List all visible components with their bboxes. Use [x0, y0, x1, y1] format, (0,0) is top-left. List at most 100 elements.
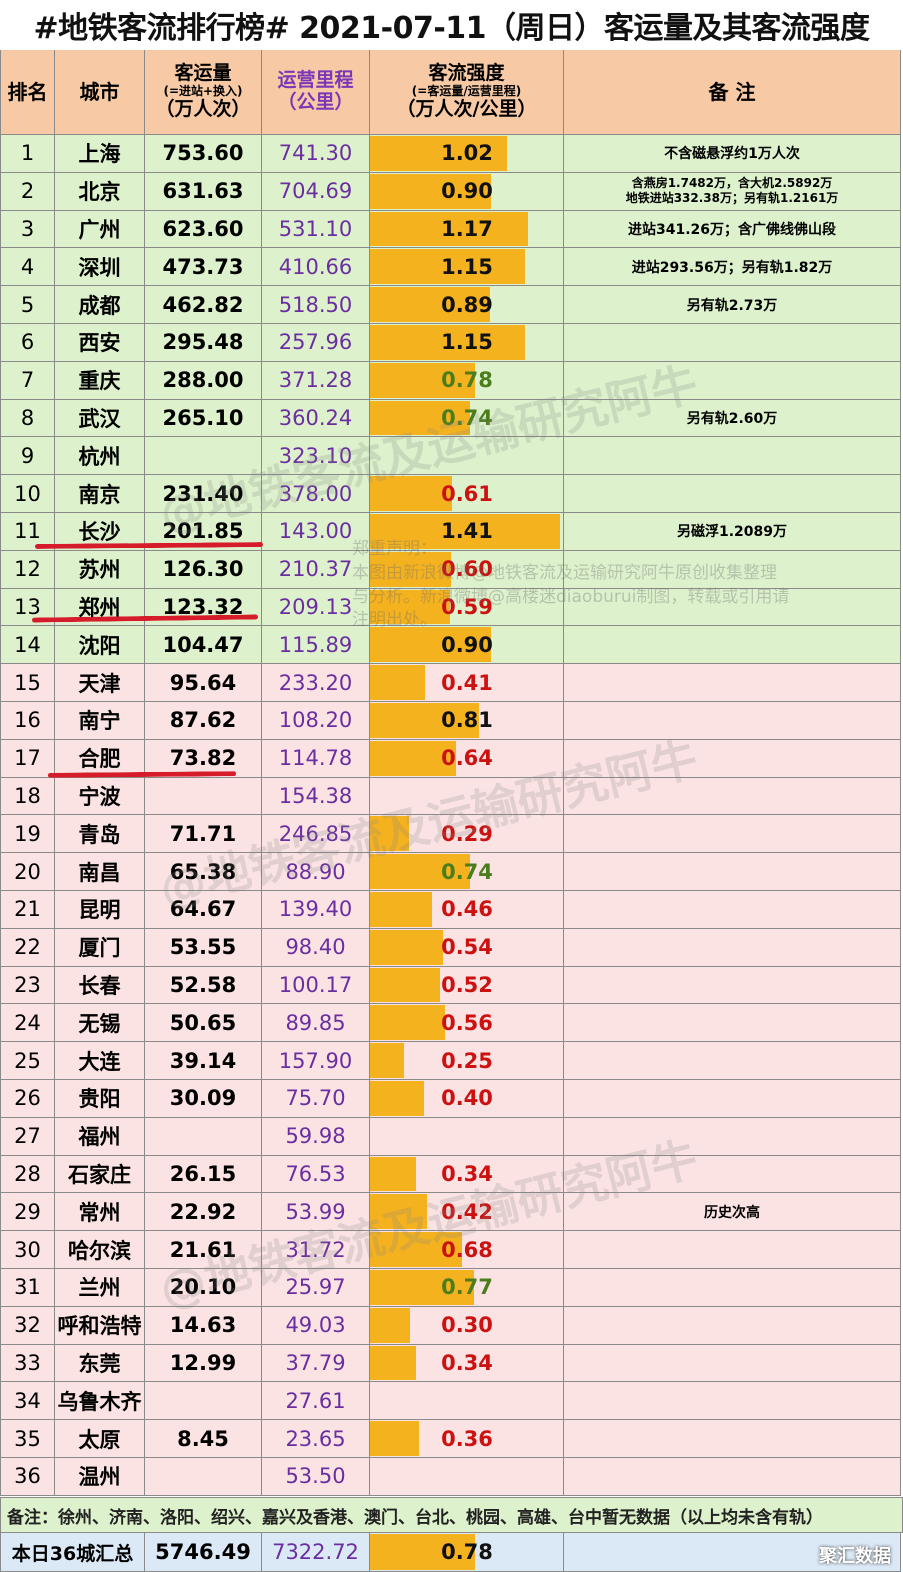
city-cell: 郑州 — [55, 588, 145, 627]
total-row: 本日36城汇总 5746.49 7322.72 0.78 — [0, 1533, 903, 1572]
intensity-bar — [370, 627, 492, 663]
table-row: 15 天津 95.64 233.20 0.41 — [0, 664, 903, 702]
table-row: 27 福州 59.98 — [0, 1117, 903, 1156]
note-cell — [564, 626, 901, 665]
volume-cell: 53.55 — [145, 928, 262, 967]
note-cell — [564, 1155, 901, 1194]
table-row: 10 南京 231.40 378.00 0.61 — [0, 475, 903, 513]
mileage-cell: 49.03 — [262, 1306, 370, 1345]
city-cell: 昆明 — [55, 891, 145, 929]
city-cell: 无锡 — [55, 1004, 145, 1043]
note-cell — [564, 815, 901, 854]
intensity-cell: 0.40 — [370, 1080, 564, 1118]
intensity-cell: 0.59 — [370, 588, 564, 627]
intensity-cell: 0.29 — [370, 815, 564, 854]
rank-cell: 30 — [0, 1231, 55, 1269]
mileage-cell: 143.00 — [262, 513, 370, 551]
note-cell — [564, 1231, 901, 1269]
rank-cell: 34 — [0, 1382, 55, 1421]
city-cell: 兰州 — [55, 1269, 145, 1307]
table-row: 19 青岛 71.71 246.85 0.29 — [0, 815, 903, 854]
intensity-value: 0.30 — [441, 1313, 493, 1338]
intensity-cell: 1.15 — [370, 248, 564, 287]
intensity-value — [370, 437, 563, 474]
note-cell — [564, 1080, 901, 1118]
rank-cell: 17 — [0, 739, 55, 778]
note-cell — [564, 1269, 901, 1307]
volume-cell — [145, 1117, 262, 1156]
intensity-value — [370, 1382, 563, 1419]
mileage-cell: 114.78 — [262, 739, 370, 778]
rank-cell: 7 — [0, 361, 55, 400]
city-cell: 福州 — [55, 1117, 145, 1156]
table-row: 30 哈尔滨 21.61 31.72 0.68 — [0, 1231, 903, 1269]
city-cell: 西安 — [55, 324, 145, 362]
intensity-value: 0.61 — [441, 481, 493, 506]
header-volume-title: 客运量 — [174, 62, 232, 85]
rank-cell: 20 — [0, 853, 55, 891]
intensity-value: 0.25 — [441, 1048, 493, 1073]
volume-cell: 95.64 — [145, 664, 262, 702]
intensity-cell: 0.46 — [370, 891, 564, 929]
city-cell: 贵阳 — [55, 1080, 145, 1118]
note-cell — [564, 550, 901, 589]
note-cell — [564, 1382, 901, 1421]
table-row: 16 南宁 87.62 108.20 0.81 — [0, 702, 903, 740]
table-row: 8 武汉 265.10 360.24 0.74 另有轨2.60万 — [0, 399, 903, 438]
intensity-cell — [370, 1458, 564, 1496]
note-cell — [564, 664, 901, 702]
table-row: 32 呼和浩特 14.63 49.03 0.30 — [0, 1306, 903, 1345]
intensity-cell — [370, 1117, 564, 1156]
rank-cell: 5 — [0, 286, 55, 324]
table-row: 18 宁波 154.38 — [0, 777, 903, 816]
intensity-value: 0.52 — [441, 972, 493, 997]
table-row: 24 无锡 50.65 89.85 0.56 — [0, 1004, 903, 1043]
intensity-cell: 0.60 — [370, 550, 564, 589]
header-intensity: 客流强度 (=客运量/运营里程) （万人次/公里） — [370, 50, 564, 135]
volume-cell: 462.82 — [145, 286, 262, 324]
table-row: 6 西安 295.48 257.96 1.15 — [0, 324, 903, 362]
rank-cell: 14 — [0, 626, 55, 665]
total-intensity-value: 0.78 — [441, 1540, 493, 1564]
rank-cell: 13 — [0, 588, 55, 627]
intensity-cell: 0.56 — [370, 1004, 564, 1043]
mileage-cell: 378.00 — [262, 475, 370, 513]
city-cell: 广州 — [55, 210, 145, 249]
city-cell: 呼和浩特 — [55, 1306, 145, 1345]
mileage-cell: 257.96 — [262, 324, 370, 362]
header-intensity-formula: (=客运量/运营里程) — [411, 84, 522, 99]
intensity-cell: 0.90 — [370, 172, 564, 211]
intensity-value — [370, 778, 563, 815]
total-label: 本日36城汇总 — [0, 1533, 145, 1572]
mileage-cell: 139.40 — [262, 891, 370, 929]
city-cell: 太原 — [55, 1420, 145, 1458]
intensity-cell: 0.54 — [370, 928, 564, 967]
rank-cell: 32 — [0, 1306, 55, 1345]
intensity-value: 0.54 — [441, 935, 493, 960]
rank-cell: 4 — [0, 248, 55, 287]
volume-cell: 201.85 — [145, 513, 262, 551]
city-cell: 青岛 — [55, 815, 145, 854]
volume-cell: 631.63 — [145, 172, 262, 211]
note-cell — [564, 1306, 901, 1345]
intensity-value: 0.89 — [441, 292, 493, 317]
intensity-cell: 0.81 — [370, 702, 564, 740]
city-cell: 乌鲁木齐 — [55, 1382, 145, 1421]
mileage-cell: 704.69 — [262, 172, 370, 211]
note-cell — [564, 1344, 901, 1383]
intensity-cell: 0.34 — [370, 1155, 564, 1194]
header-intensity-unit: （万人次/公里） — [396, 97, 537, 120]
intensity-bar — [370, 703, 480, 738]
mileage-cell: 31.72 — [262, 1231, 370, 1269]
note-line: 地铁进站332.38万；另有轨1.2161万 — [625, 191, 839, 206]
intensity-value: 1.02 — [441, 141, 493, 166]
note-cell: 历史次高 — [564, 1193, 901, 1232]
intensity-cell: 0.74 — [370, 399, 564, 438]
note-cell — [564, 966, 901, 1005]
rank-cell: 9 — [0, 437, 55, 476]
header-volume-unit: （万人次） — [155, 97, 251, 120]
table-row: 21 昆明 64.67 139.40 0.46 — [0, 891, 903, 929]
intensity-bar — [370, 249, 525, 285]
volume-cell — [145, 777, 262, 816]
intensity-cell: 1.15 — [370, 324, 564, 362]
